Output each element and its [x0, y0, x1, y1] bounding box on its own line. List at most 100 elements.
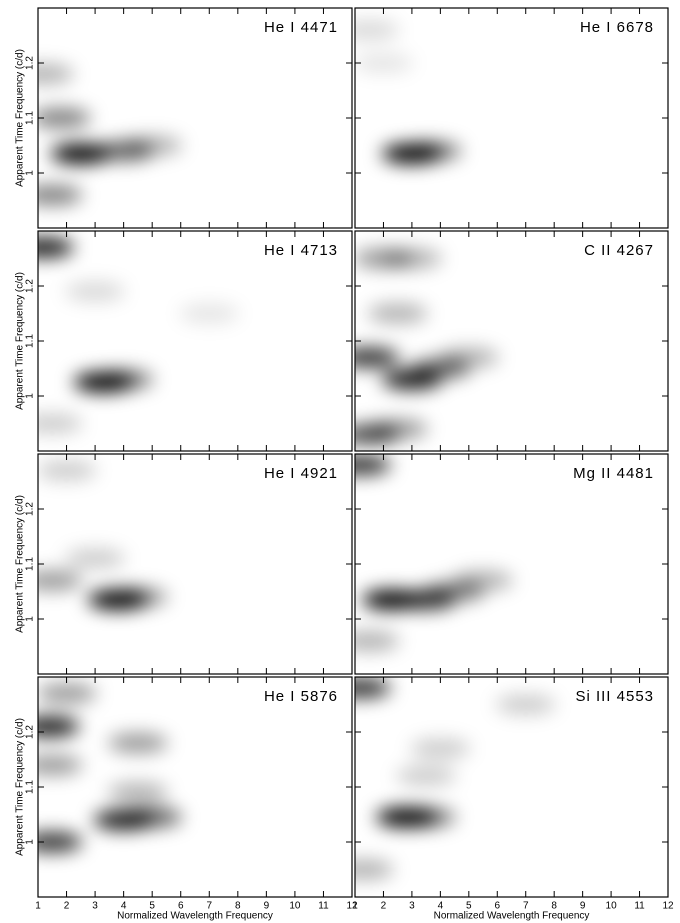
x-tick-label: 12: [662, 901, 674, 912]
peak: [355, 53, 414, 73]
panel: 1 1.1 1.2 He I 4921 Apparent Time Frequency …: [15, 453, 353, 675]
y-axis-label: Apparent Time Frequency (c/d): [15, 272, 26, 410]
peak: [38, 413, 83, 434]
panel-title: C II 4267: [584, 242, 654, 259]
peak: [107, 733, 168, 753]
peak: [367, 419, 428, 439]
x-axis-label: Normalized Wavelength Frequency: [434, 911, 590, 922]
x-tick-label: 4: [438, 901, 444, 912]
panel-title: He I 4471: [264, 19, 338, 36]
peak: [396, 807, 457, 828]
peak: [38, 185, 83, 205]
peak: [355, 631, 400, 651]
peak: [381, 248, 442, 269]
panel-title: He I 6678: [580, 19, 654, 36]
peak: [107, 782, 168, 803]
x-tick-label: 11: [318, 901, 329, 912]
x-tick-label: 6: [178, 901, 184, 912]
x-tick-label: 6: [494, 901, 500, 912]
peaks: [355, 20, 462, 164]
y-tick-label: 1: [25, 170, 36, 176]
x-tick-label: 2: [64, 901, 70, 912]
peak: [38, 64, 74, 84]
panel: 1 1.1 1.2 He I 4713 Apparent Time Frequency …: [15, 230, 353, 452]
panel: Mg II 4481: [354, 453, 669, 675]
panel-frame: [354, 453, 669, 675]
peak: [179, 303, 240, 324]
intensity-map: [355, 248, 499, 445]
x-tick-label: 1: [352, 901, 358, 912]
peak: [38, 832, 83, 852]
peak: [107, 587, 168, 607]
y-tick-label: 1: [25, 839, 36, 845]
x-tick-label: 9: [264, 901, 270, 912]
x-tick-label: 5: [466, 901, 472, 912]
peak: [38, 683, 97, 704]
peaks: [38, 64, 183, 205]
peak: [453, 570, 514, 591]
panel-frame: [354, 7, 669, 229]
panel-title: Si III 4553: [575, 688, 654, 705]
x-tick-label: 5: [149, 901, 155, 912]
peaks: [38, 460, 168, 610]
y-tick-label: 1.2: [25, 725, 36, 739]
peak: [438, 347, 499, 368]
x-tick-label: 1: [35, 901, 41, 912]
x-tick-label: 2: [381, 901, 387, 912]
y-tick-label: 1.2: [25, 56, 36, 70]
y-tick-label: 1.1: [25, 557, 36, 571]
peak: [355, 455, 391, 475]
peaks: [355, 248, 499, 445]
peak: [65, 281, 126, 302]
peak: [122, 807, 183, 828]
panel-title: He I 5876: [264, 688, 338, 705]
peak: [38, 570, 83, 591]
y-tick-label: 1: [25, 616, 36, 622]
y-tick-label: 1.1: [25, 334, 36, 348]
panel-title: He I 4713: [264, 242, 338, 259]
peak: [38, 716, 80, 737]
x-tick-label: 12: [346, 901, 358, 912]
y-axis-label: Apparent Time Frequency (c/d): [15, 49, 26, 187]
panel-frame: [37, 230, 353, 452]
x-tick-label: 3: [409, 901, 415, 912]
intensity-map: [355, 678, 556, 880]
intensity-map: [38, 64, 183, 205]
peak: [65, 548, 126, 569]
intensity-map: [355, 455, 514, 651]
peak: [396, 766, 457, 786]
intensity-map: [38, 683, 183, 852]
x-tick-label: 7: [523, 901, 529, 912]
peaks: [355, 678, 556, 880]
intensity-map: [355, 20, 462, 164]
peak: [355, 347, 400, 368]
y-axis-label: Apparent Time Frequency (c/d): [15, 495, 26, 633]
peak: [38, 460, 97, 481]
y-tick-label: 1.1: [25, 111, 36, 125]
x-axis-label: Normalized Wavelength Frequency: [117, 911, 273, 922]
x-tick-label: 3: [92, 901, 98, 912]
peaks: [38, 683, 183, 852]
panel-title: Mg II 4481: [573, 465, 654, 482]
y-tick-label: 1.1: [25, 780, 36, 794]
panel: C II 4267: [354, 230, 669, 452]
panel: He I 6678: [354, 7, 669, 229]
peaks: [355, 455, 514, 651]
panel-frame: [37, 676, 353, 898]
panel: 1 1.1 1.2 He I 4471 Apparent Time Frequency …: [15, 7, 353, 229]
intensity-map: [38, 460, 168, 610]
y-axis-label: Apparent Time Frequency (c/d): [15, 718, 26, 856]
peak: [410, 738, 471, 759]
y-tick-label: 1.2: [25, 279, 36, 293]
x-tick-label: 4: [121, 901, 127, 912]
peak: [38, 108, 91, 128]
y-tick-label: 1.2: [25, 502, 36, 516]
x-tick-label: 7: [206, 901, 212, 912]
peak: [495, 694, 556, 715]
x-tick-label: 11: [634, 901, 645, 912]
peak: [93, 369, 154, 390]
peak: [355, 859, 394, 880]
